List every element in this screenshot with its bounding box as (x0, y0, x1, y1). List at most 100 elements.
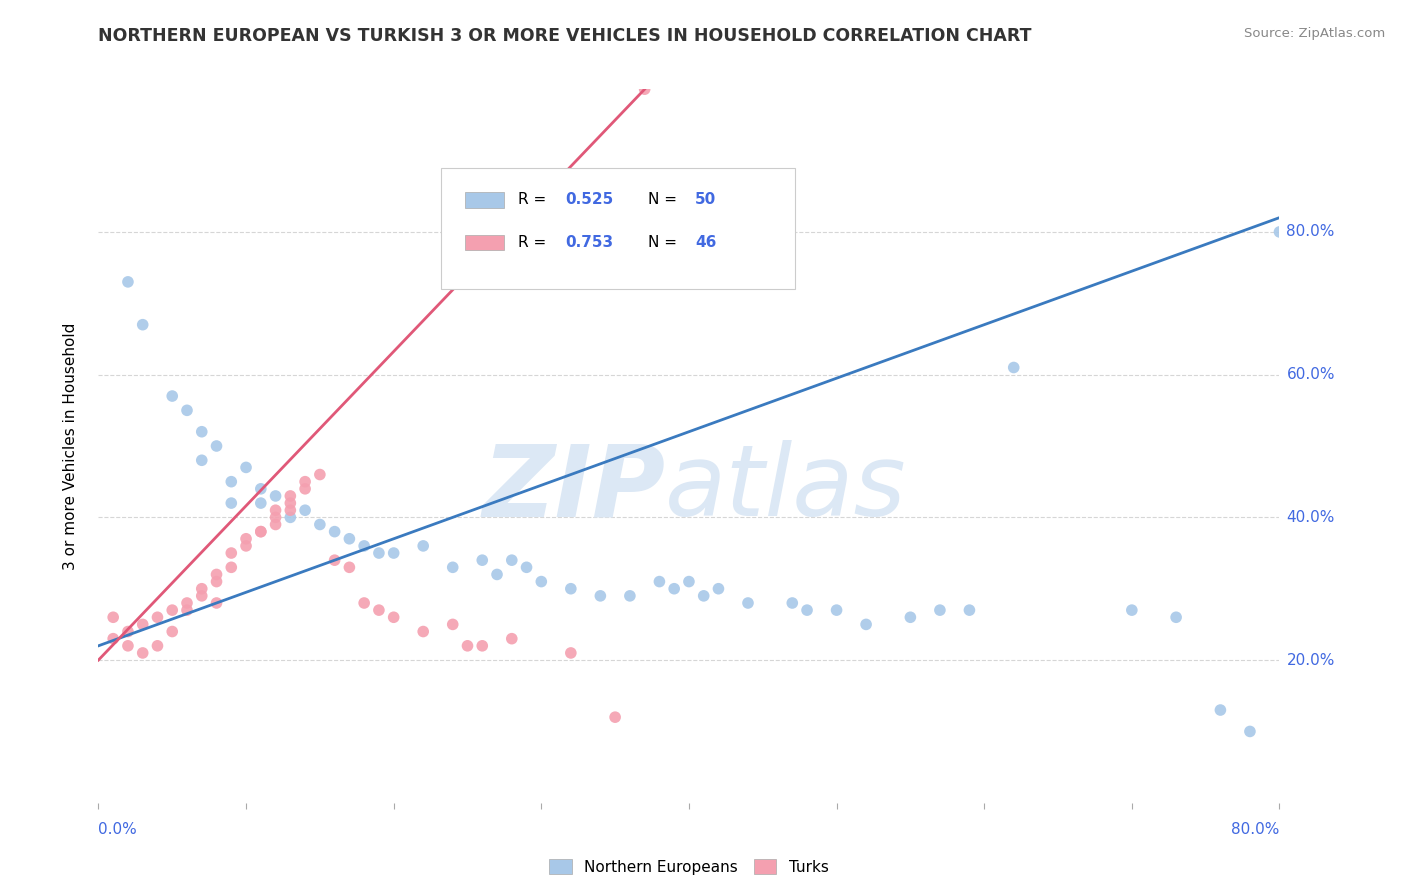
Point (103, 610, 125, 624)
Point (235, 460, 257, 475)
Point (560, 582, 582, 596)
Point (693, 589, 716, 603)
Point (191, 425, 214, 439)
Point (117, 624, 139, 639)
Point (900, 610, 922, 624)
Point (1239, 724, 1261, 739)
Point (796, 603, 818, 617)
Point (368, 603, 391, 617)
Text: 0.753: 0.753 (565, 235, 613, 250)
Point (516, 560, 538, 574)
Point (928, 603, 950, 617)
Point (309, 467, 332, 482)
Point (337, 560, 360, 574)
Point (250, 524, 273, 539)
Point (323, 524, 346, 539)
Point (146, 639, 169, 653)
Text: atlas: atlas (665, 441, 907, 537)
Point (191, 589, 214, 603)
Point (309, 517, 332, 532)
Point (664, 582, 686, 596)
Point (1268, 225, 1291, 239)
Point (382, 546, 405, 560)
Point (707, 582, 730, 596)
Point (294, 475, 316, 489)
Point (1002, 360, 1025, 375)
Point (191, 582, 214, 596)
Text: R =: R = (517, 193, 551, 207)
Point (191, 453, 214, 467)
Point (441, 560, 464, 574)
Point (103, 632, 125, 646)
Point (219, 546, 243, 560)
Point (176, 403, 198, 417)
Point (501, 632, 523, 646)
Text: 80.0%: 80.0% (1232, 822, 1279, 837)
Point (412, 624, 434, 639)
Point (337, 532, 360, 546)
Point (117, 275, 139, 289)
Point (456, 639, 478, 653)
Point (825, 603, 848, 617)
Point (648, 574, 671, 589)
Point (205, 596, 228, 610)
Text: 46: 46 (695, 235, 716, 250)
Point (530, 574, 553, 589)
Point (855, 617, 877, 632)
Point (959, 603, 981, 617)
Point (219, 496, 243, 510)
Text: NORTHERN EUROPEAN VS TURKISH 3 OR MORE VEHICLES IN HOUSEHOLD CORRELATION CHART: NORTHERN EUROPEAN VS TURKISH 3 OR MORE V… (98, 27, 1032, 45)
Point (250, 482, 273, 496)
Point (560, 646, 582, 660)
FancyBboxPatch shape (464, 192, 503, 208)
Point (176, 603, 198, 617)
Point (1209, 703, 1232, 717)
Text: 40.0%: 40.0% (1286, 510, 1334, 524)
Text: 80.0%: 80.0% (1286, 225, 1334, 239)
Point (782, 596, 804, 610)
Point (235, 532, 257, 546)
Point (471, 639, 494, 653)
Text: 0.525: 0.525 (565, 193, 613, 207)
Point (176, 596, 198, 610)
Point (250, 524, 273, 539)
Point (737, 596, 759, 610)
Text: ZIP: ZIP (482, 441, 665, 537)
Point (353, 539, 375, 553)
Point (250, 496, 273, 510)
Point (132, 646, 155, 660)
Point (471, 553, 494, 567)
FancyBboxPatch shape (464, 235, 503, 251)
Point (205, 574, 228, 589)
Point (264, 510, 287, 524)
Text: 50: 50 (695, 193, 716, 207)
Legend: Northern Europeans, Turks: Northern Europeans, Turks (543, 853, 835, 880)
Text: 20.0%: 20.0% (1286, 653, 1334, 667)
Point (162, 389, 183, 403)
Text: N =: N = (648, 193, 682, 207)
Point (205, 567, 228, 582)
Point (353, 596, 375, 610)
Point (205, 439, 228, 453)
Point (278, 496, 302, 510)
Point (589, 589, 612, 603)
Point (501, 553, 523, 567)
Point (294, 503, 316, 517)
Text: R =: R = (517, 235, 551, 250)
FancyBboxPatch shape (441, 168, 796, 289)
Text: N =: N = (648, 235, 682, 250)
Point (132, 617, 155, 632)
Point (162, 624, 183, 639)
Point (278, 503, 302, 517)
Point (1121, 603, 1143, 617)
Point (117, 639, 139, 653)
Point (382, 610, 405, 624)
Point (294, 482, 316, 496)
Point (264, 517, 287, 532)
Point (146, 610, 169, 624)
Point (264, 503, 287, 517)
Point (619, 589, 641, 603)
Point (412, 539, 434, 553)
Point (1164, 610, 1187, 624)
Point (605, 710, 627, 724)
